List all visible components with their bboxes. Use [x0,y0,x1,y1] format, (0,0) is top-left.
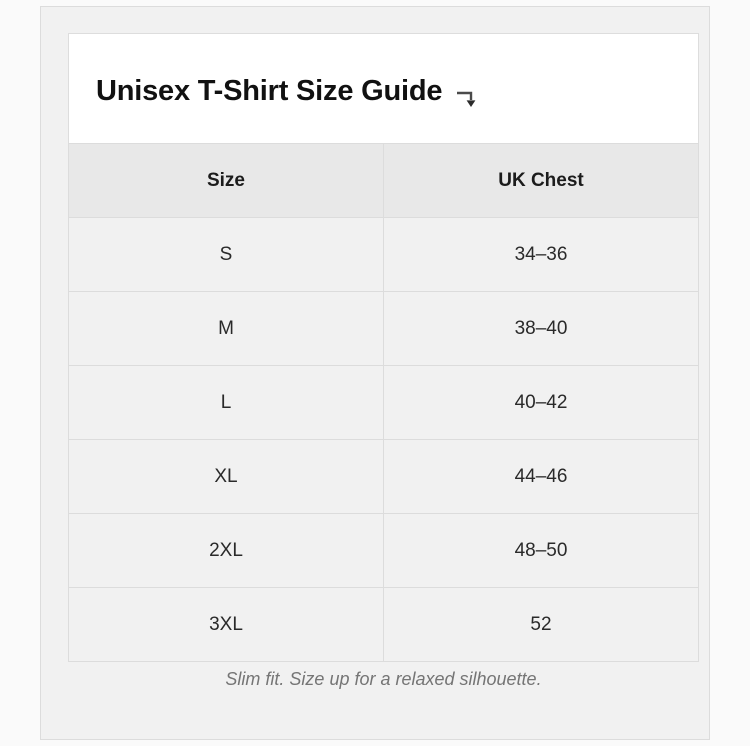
column-header-uk-chest: UK Chest [383,143,699,218]
cell-uk-chest: 38–40 [383,291,699,366]
cell-uk-chest: 40–42 [383,365,699,440]
cell-size: L [68,365,384,440]
cell-size: M [68,291,384,366]
size-chart-body: S 34–36 M 38–40 L 40–42 XL 44–46 2XL 4 [68,217,699,662]
arrow-turn-down-icon [456,85,478,108]
column-header-size: Size [68,143,384,218]
card-title-block: Unisex T-Shirt Size Guide [68,33,699,149]
cell-uk-chest: 48–50 [383,513,699,588]
table-row: M 38–40 [68,291,699,366]
cell-uk-chest: 34–36 [383,217,699,292]
table-header-row: Size UK Chest [68,143,699,218]
size-chart-head: Size UK Chest [68,143,699,218]
cell-uk-chest: 52 [383,587,699,662]
page-title-text: Unisex T-Shirt Size Guide [96,74,443,107]
card-footnote: Slim fit. Size up for a relaxed silhouet… [225,669,542,689]
cell-size: 3XL [68,587,384,662]
table-row: 2XL 48–50 [68,513,699,588]
page-title: Unisex T-Shirt Size Guide [69,74,478,108]
size-chart-table: Size UK Chest S 34–36 M 38–40 L 40–42 [68,143,699,662]
size-guide-card: Unisex T-Shirt Size Guide Size UK Chest [40,6,710,740]
cell-uk-chest: 44–46 [383,439,699,514]
table-row: S 34–36 [68,217,699,292]
table-row: 3XL 52 [68,587,699,662]
table-row: XL 44–46 [68,439,699,514]
cell-size: XL [68,439,384,514]
table-row: L 40–42 [68,365,699,440]
cell-size: 2XL [68,513,384,588]
cell-size: S [68,217,384,292]
